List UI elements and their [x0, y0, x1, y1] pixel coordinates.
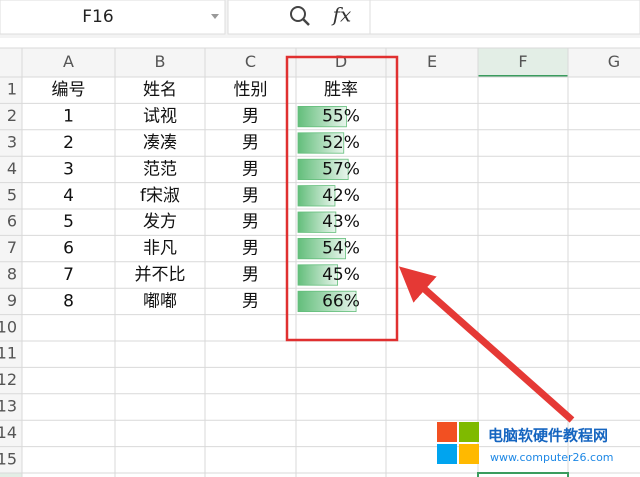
- row-header: 6: [7, 212, 17, 231]
- fx-button[interactable]: fx: [331, 3, 352, 27]
- dropdown-arrow[interactable]: [211, 14, 219, 19]
- rate-cell: 66%: [322, 291, 360, 311]
- row-header: 8: [7, 265, 17, 284]
- rate-cell: 42%: [322, 186, 360, 206]
- rate-cell: 52%: [322, 133, 360, 153]
- id-cell: 7: [63, 265, 74, 285]
- row-header: 11: [0, 344, 17, 363]
- watermark-title: 电脑软硬件教程网: [488, 427, 608, 445]
- data-bar: [297, 264, 338, 286]
- name-box-text: F16: [82, 7, 113, 27]
- gender-cell: 男: [242, 107, 259, 127]
- zoom-icon-handle: [302, 18, 310, 26]
- rate-cell: 57%: [322, 159, 360, 179]
- row-header: 3: [7, 133, 17, 152]
- row-header: 1: [7, 80, 17, 99]
- id-cell: 1: [63, 107, 74, 127]
- gender-cell: 男: [242, 239, 259, 259]
- gender-cell: 男: [242, 186, 259, 206]
- table-header: 编号: [52, 80, 86, 100]
- column-header: B: [155, 52, 166, 71]
- logo-tile: [459, 444, 479, 464]
- row-header: 15: [0, 449, 17, 468]
- gender-cell: 男: [242, 159, 259, 179]
- table-header: 胜率: [324, 80, 358, 100]
- rate-cell: 45%: [322, 265, 360, 285]
- name-cell: 发方: [143, 212, 177, 232]
- column-header: A: [63, 52, 74, 71]
- column-header: E: [427, 52, 437, 71]
- data-bar: [297, 185, 336, 207]
- row-header: 4: [7, 159, 17, 178]
- annotation-arrow: [398, 266, 575, 423]
- row-header: 12: [0, 370, 17, 389]
- id-cell: 8: [63, 291, 74, 311]
- id-cell: 3: [63, 159, 74, 179]
- column-header: G: [608, 52, 620, 71]
- data-bar: [297, 211, 337, 233]
- name-cell: f宋淑: [140, 186, 180, 206]
- row-header: 2: [7, 106, 17, 125]
- formula-bar[interactable]: [369, 0, 640, 35]
- row-header-bar: [0, 77, 22, 477]
- id-cell: 6: [63, 239, 74, 259]
- grid: ABCDEFG12345678910111213141516编号姓名性别胜率1试…: [0, 47, 640, 477]
- name-cell: 并不比: [135, 265, 186, 285]
- id-cell: 5: [63, 212, 74, 232]
- name-box[interactable]: [0, 0, 226, 35]
- id-cell: 4: [63, 186, 74, 206]
- watermark-url: www.computer26.com: [490, 451, 614, 464]
- data-bar: [297, 290, 357, 313]
- row-header: 13: [0, 397, 17, 416]
- row-header: 5: [7, 185, 17, 204]
- table-header: 性别: [234, 80, 268, 100]
- gender-cell: 男: [242, 265, 259, 285]
- rate-cell: 43%: [322, 212, 360, 232]
- name-cell: 试视: [143, 107, 177, 127]
- data-bar: [297, 237, 346, 260]
- gender-cell: 男: [242, 291, 259, 311]
- rate-cell: 54%: [322, 239, 360, 259]
- name-cell: 非凡: [143, 239, 177, 259]
- zoom-icon[interactable]: [290, 6, 306, 22]
- watermark: 电脑软硬件教程网 www.computer26.com: [437, 422, 614, 464]
- name-cell: 凑凑: [143, 133, 177, 153]
- name-cell: 范范: [143, 159, 177, 179]
- highlight-box: [285, 55, 399, 342]
- row-header: 14: [0, 423, 17, 442]
- row-header: 9: [7, 291, 17, 310]
- column-header: F: [518, 52, 527, 71]
- selected-cell: [477, 472, 569, 477]
- logo-tile: [437, 444, 457, 464]
- name-cell: 嘟嘟: [143, 291, 177, 311]
- data-bar: [297, 106, 347, 128]
- row-header: 10: [0, 317, 17, 336]
- logo-tile: [459, 422, 479, 442]
- data-bar: [297, 132, 345, 154]
- id-cell: 2: [63, 133, 74, 153]
- table-header: 姓名: [143, 80, 177, 100]
- row-header: 16: [0, 476, 17, 477]
- logo-tile: [437, 422, 457, 442]
- row-header: 7: [7, 238, 17, 257]
- rate-cell: 55%: [322, 107, 360, 127]
- selected-column-header: [478, 48, 568, 77]
- column-header: D: [335, 52, 347, 71]
- gender-cell: 男: [242, 133, 259, 153]
- gender-cell: 男: [242, 212, 259, 232]
- column-header: C: [245, 52, 256, 71]
- selected-row-header: [0, 473, 22, 477]
- data-bar: [297, 158, 349, 180]
